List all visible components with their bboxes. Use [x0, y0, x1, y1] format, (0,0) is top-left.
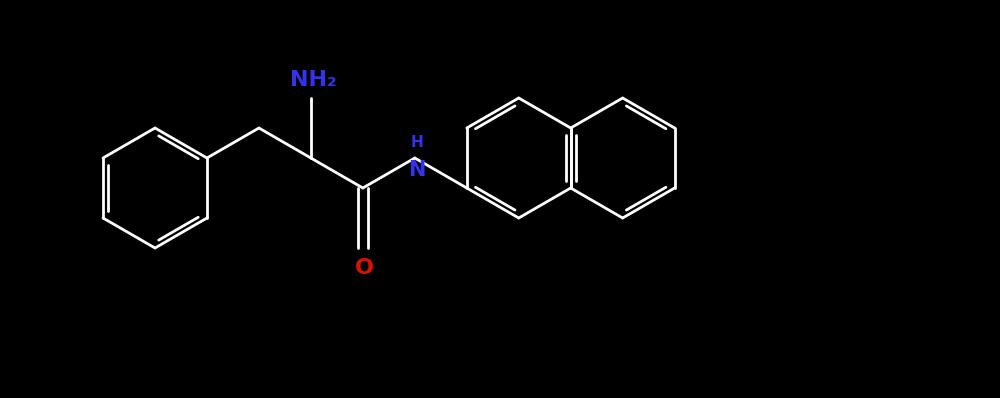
Text: N: N — [408, 160, 425, 180]
Text: NH₂: NH₂ — [290, 70, 336, 90]
Text: H: H — [410, 135, 423, 150]
Text: O: O — [355, 258, 374, 278]
